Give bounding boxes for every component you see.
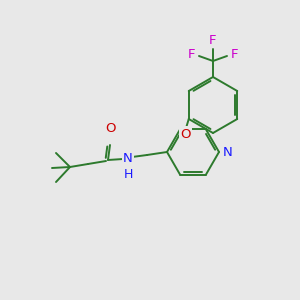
Text: H: H <box>123 168 133 181</box>
Text: O: O <box>181 128 191 140</box>
Text: F: F <box>209 34 217 47</box>
Text: F: F <box>188 47 195 61</box>
Text: F: F <box>231 47 238 61</box>
Text: N: N <box>223 146 233 158</box>
Text: N: N <box>123 152 133 164</box>
Text: O: O <box>105 122 115 135</box>
